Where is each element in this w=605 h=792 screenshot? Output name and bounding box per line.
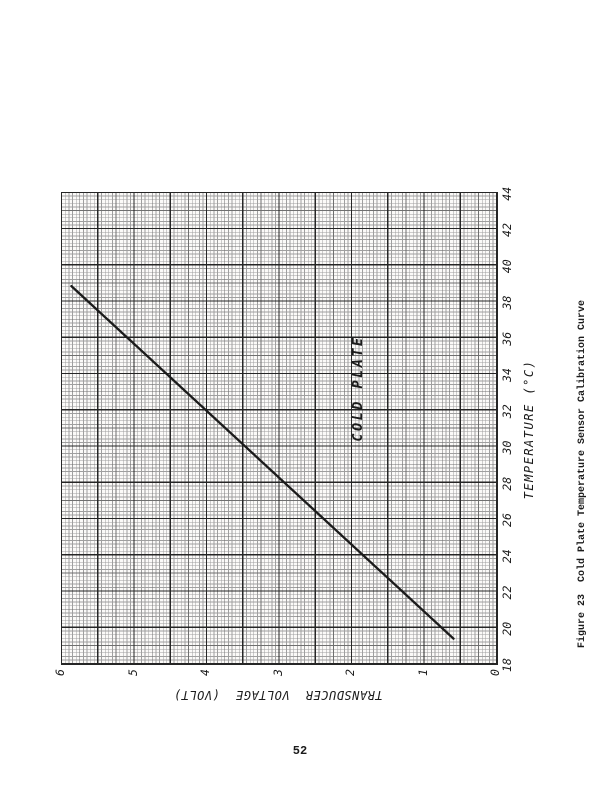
page-number: 52 <box>292 744 308 758</box>
graph-paper-grid: COLD PLATE <box>61 191 498 665</box>
x-tick-label: 28 <box>500 476 514 491</box>
cold-plate-annotation: COLD PLATE <box>349 335 366 442</box>
calibration-line-plot <box>70 284 455 640</box>
x-tick-label: 36 <box>500 331 514 346</box>
x-tick-label: 44 <box>500 186 514 201</box>
x-tick-label: 26 <box>500 513 514 527</box>
rotated-chart-block: COLD PLATE 18 20 22 24 26 28 30 32 34 36 38 40 42 44 … <box>53 180 605 715</box>
x-tick-label: 20 <box>500 621 514 636</box>
figure-caption: Figure 23 Cold Plate Temperature Sensor … <box>577 299 588 648</box>
x-tick-label: 42 <box>500 223 514 237</box>
x-tick-label: 32 <box>500 404 514 419</box>
calibration-line <box>70 284 455 640</box>
x-tick-label: 30 <box>500 440 514 455</box>
x-tick-label: 18 <box>500 658 514 672</box>
x-tick-label: 40 <box>500 259 514 274</box>
voltage-axis-title: TRANSDUCER VOLTAGE (VOLT) <box>173 688 383 702</box>
x-tick-label: 22 <box>500 585 514 600</box>
x-tick-label: 24 <box>500 549 514 564</box>
x-tick-label: 38 <box>500 295 514 310</box>
x-tick-label: 34 <box>500 368 514 382</box>
temperature-axis-title: TEMPERATURE (°C) <box>522 359 536 500</box>
